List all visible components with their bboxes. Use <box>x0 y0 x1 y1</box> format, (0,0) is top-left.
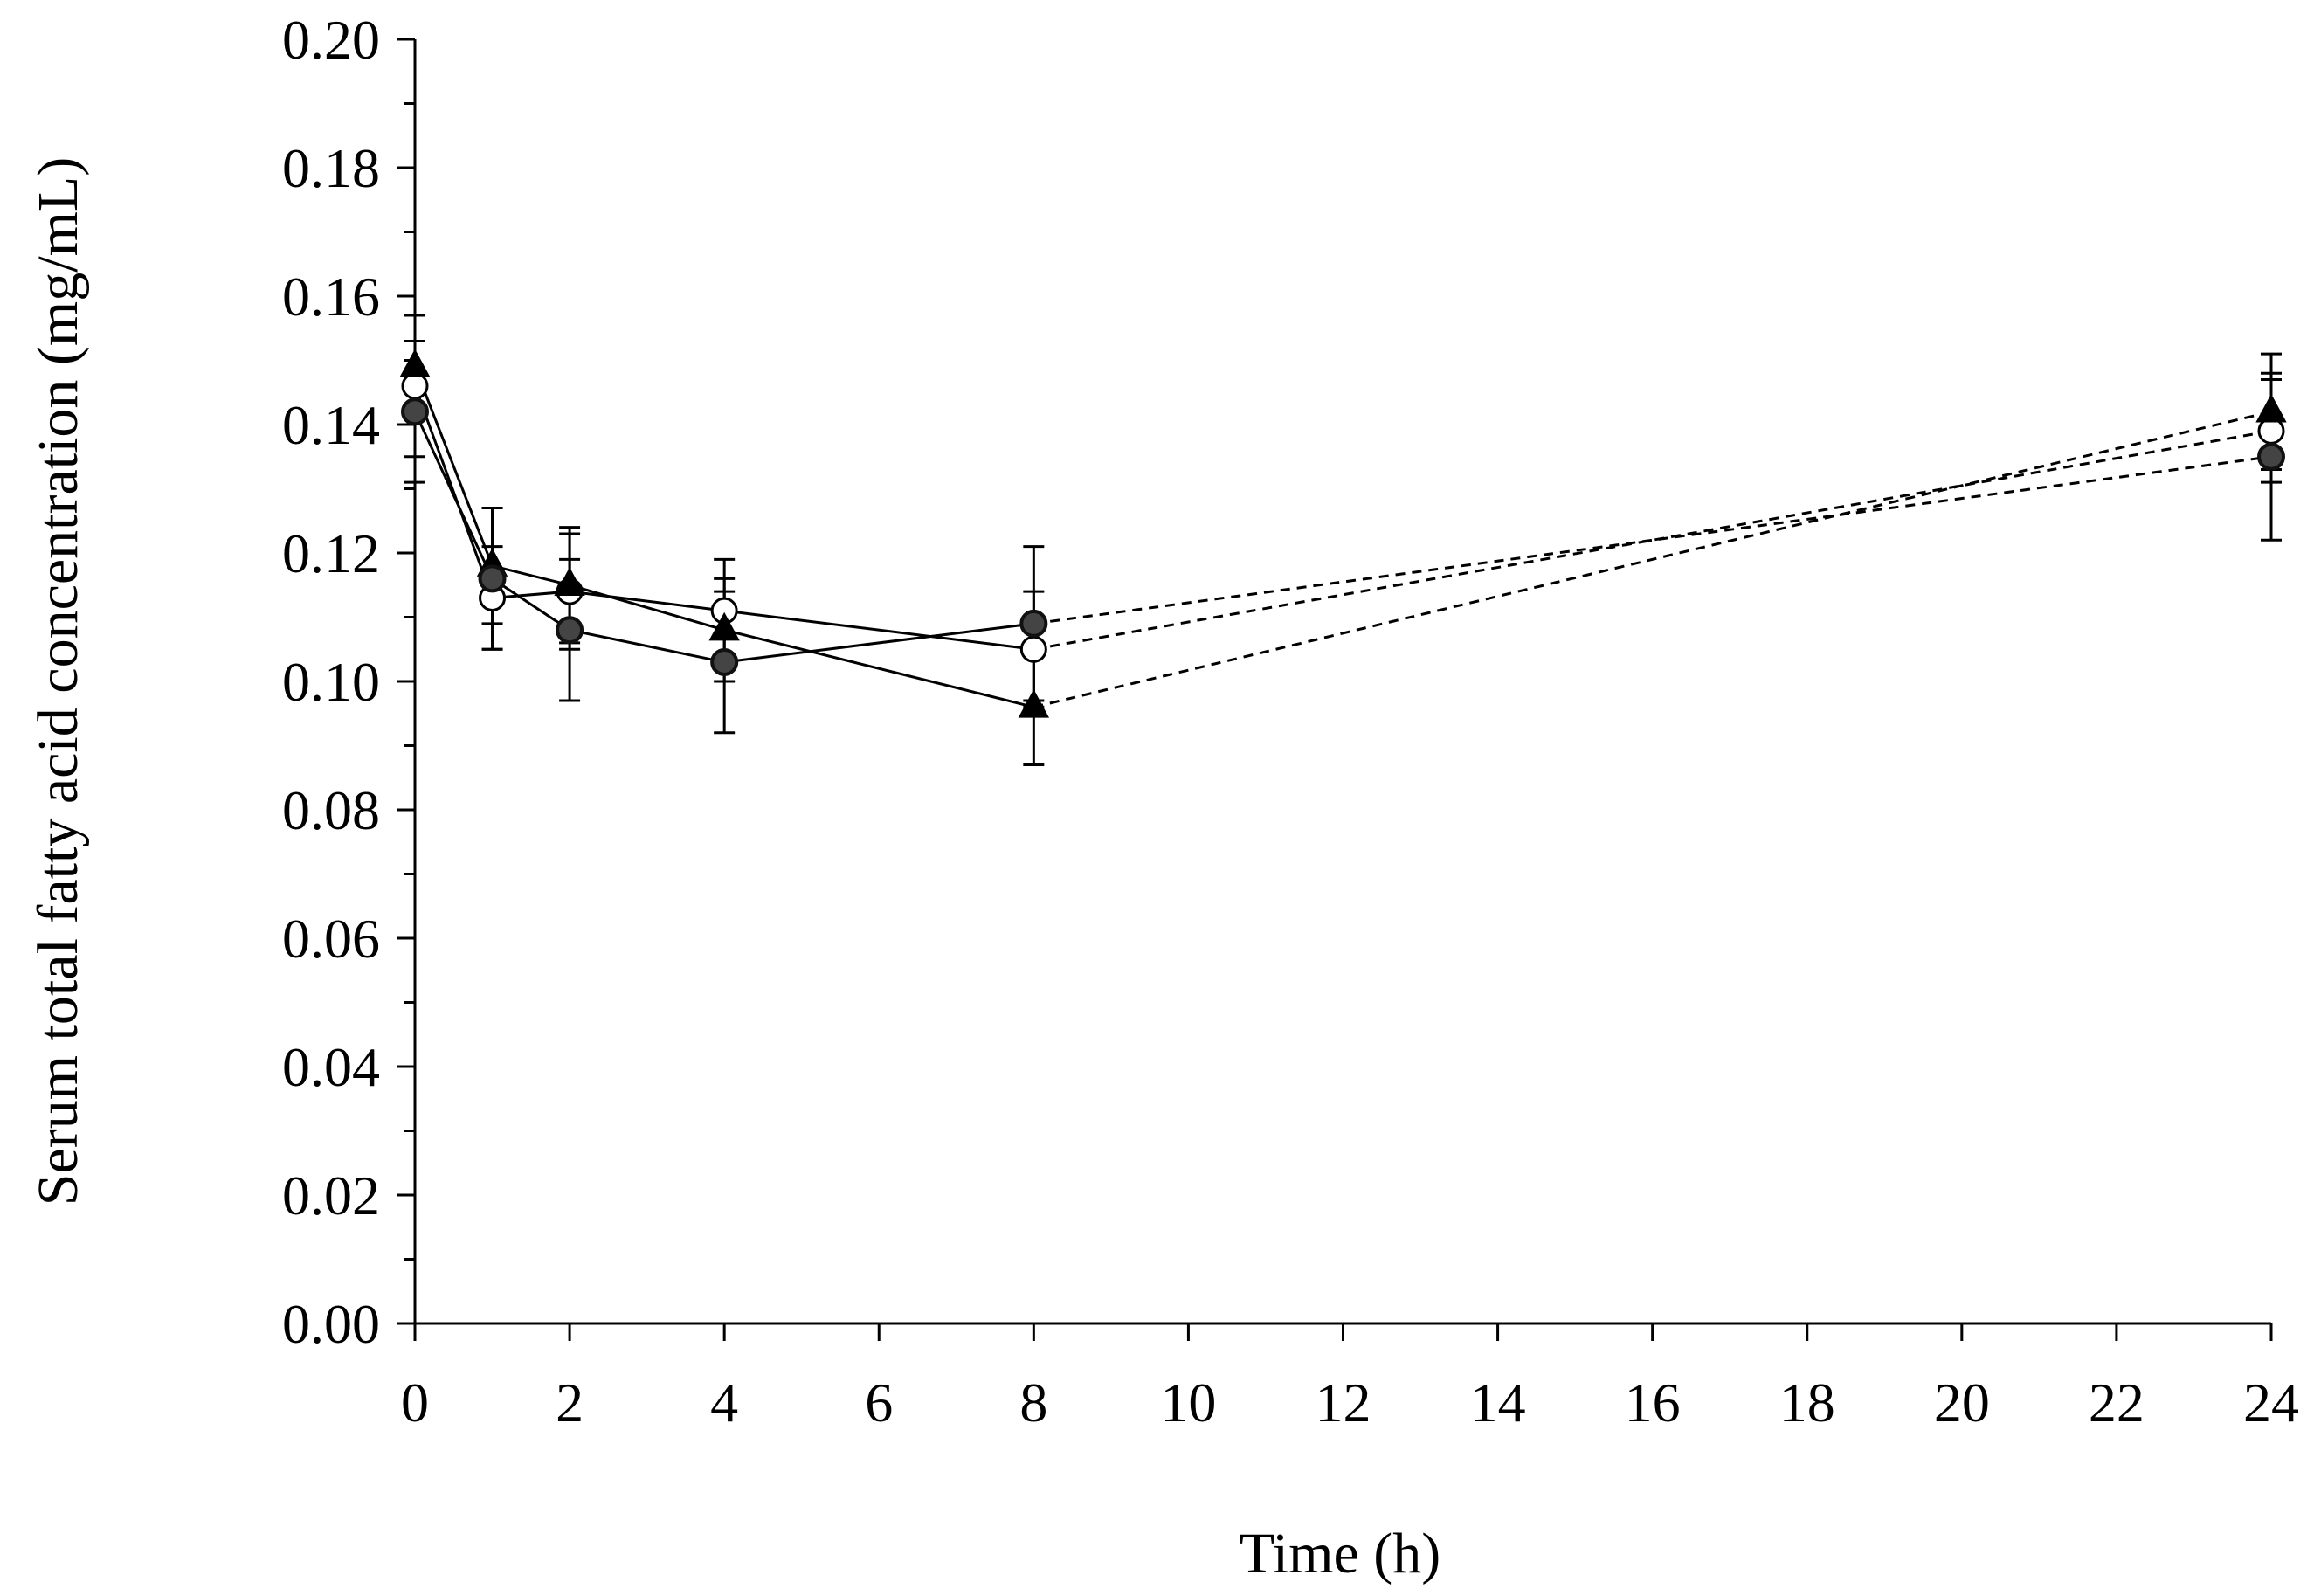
series-line-segment <box>413 411 494 580</box>
data-point-open-circle <box>401 372 429 400</box>
data-point-filled-circle <box>478 564 507 593</box>
data-point-filled-circle <box>556 616 584 645</box>
x-tick-label: 10 <box>1160 1371 1216 1434</box>
series-line-segment <box>569 590 725 612</box>
series-line-dashed-segment <box>1033 429 2272 651</box>
x-tick-label: 6 <box>865 1371 893 1434</box>
data-point-triangle <box>2255 393 2287 423</box>
series-line-segment <box>723 628 1034 708</box>
series-line-segment <box>569 584 725 632</box>
data-point-filled-circle <box>710 647 739 676</box>
x-tick-label: 20 <box>1934 1371 1990 1434</box>
series-line-dashed-segment <box>1033 410 2272 708</box>
x-axis-title: Time (h) <box>1240 1522 1440 1586</box>
y-tick-label: 0.10 <box>282 651 380 713</box>
y-tick-label: 0.06 <box>282 908 380 970</box>
x-tick-label: 8 <box>1019 1371 1047 1434</box>
data-point-triangle <box>708 611 740 641</box>
axes <box>413 39 2271 1325</box>
y-tick-label: 0.08 <box>282 779 380 841</box>
x-tick-label: 24 <box>2243 1371 2299 1434</box>
y-tick-label: 0.14 <box>282 394 380 456</box>
series-lines <box>413 366 2272 708</box>
data-point-open-circle <box>1019 635 1047 663</box>
x-ticks: 0 2 4 6 8 10 12 14 16 18 20 22 24 <box>401 1323 2299 1434</box>
data-point-filled-circle <box>401 397 429 426</box>
y-tick-label: 0.00 <box>282 1293 380 1355</box>
x-tick-label: 0 <box>401 1371 429 1434</box>
x-tick-label: 22 <box>2089 1371 2145 1434</box>
x-tick-label: 16 <box>1625 1371 1681 1434</box>
y-tick-label: 0.12 <box>282 522 380 584</box>
series-line-segment <box>723 622 1034 664</box>
y-tick-label: 0.02 <box>282 1164 380 1226</box>
y-tick-label: 0.18 <box>282 137 380 199</box>
series-line-segment <box>413 385 494 598</box>
data-point-triangle <box>399 349 431 378</box>
y-tick-label: 0.04 <box>282 1036 380 1098</box>
markers <box>399 349 2287 718</box>
y-axis-title: Serum total fatty acid concentration (mg… <box>26 157 90 1206</box>
x-tick-label: 14 <box>1470 1371 1526 1434</box>
x-tick-label: 2 <box>556 1371 584 1434</box>
error-bars <box>404 314 2282 767</box>
series-line-dashed-segment <box>1033 455 2272 625</box>
x-tick-label: 12 <box>1316 1371 1371 1434</box>
series-line-segment <box>723 609 1034 651</box>
series-line-segment <box>491 577 570 632</box>
y-tick-label: 0.20 <box>282 9 380 71</box>
y-ticks: 0.00 0.02 0.04 0.06 0.08 0.10 0.12 0.14 0.16 0.18… <box>282 9 415 1355</box>
data-point-filled-circle <box>2257 442 2285 471</box>
series-line-segment <box>569 628 725 664</box>
series-line-segment <box>492 564 570 587</box>
data-point-triangle <box>1018 688 1050 718</box>
x-tick-label: 18 <box>1779 1371 1835 1434</box>
series-line-segment <box>413 366 494 567</box>
data-point-open-circle <box>2257 417 2285 445</box>
x-tick-label: 4 <box>710 1371 738 1434</box>
data-point-filled-circle <box>1019 609 1048 638</box>
data-point-triangle <box>554 567 585 596</box>
y-tick-label: 0.16 <box>282 266 380 328</box>
